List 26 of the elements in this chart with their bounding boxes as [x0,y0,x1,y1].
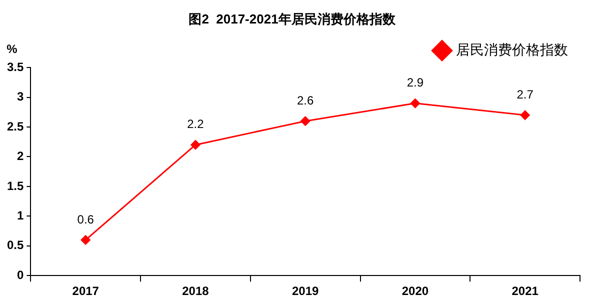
data-label: 0.6 [77,212,94,226]
x-tick-label: 2021 [512,284,539,298]
x-tick-label: 2018 [182,284,210,298]
point [410,98,420,108]
y-tick-label: 0.5 [6,238,24,252]
point [520,110,530,120]
y-tick-label: 1 [16,208,24,222]
chart-title: 图2 2017-2021年居民消费价格指数 [188,11,396,26]
y-tick-label: 3 [16,90,24,104]
point [300,116,310,126]
data-label: 2.7 [516,87,534,102]
y-tick-label: 2 [16,149,24,164]
data-label: 2.6 [296,93,314,108]
y-tick-label: 2.5 [6,119,24,134]
data-label: 2.9 [406,76,424,90]
point [190,140,200,150]
y-axis-title: % [6,42,18,56]
y-tick-label: 3.5 [6,60,24,74]
x-tick-label: 2020 [402,284,429,298]
x-tick-label: 2019 [292,284,320,298]
y-tick-label: 1.5 [6,178,24,193]
y-tick-label: 0 [16,268,24,282]
point [80,235,90,245]
legend-label: 居民消费价格指数 [456,41,568,58]
data-label: 2.2 [187,117,204,132]
x-tick-label: 2017 [72,284,100,298]
